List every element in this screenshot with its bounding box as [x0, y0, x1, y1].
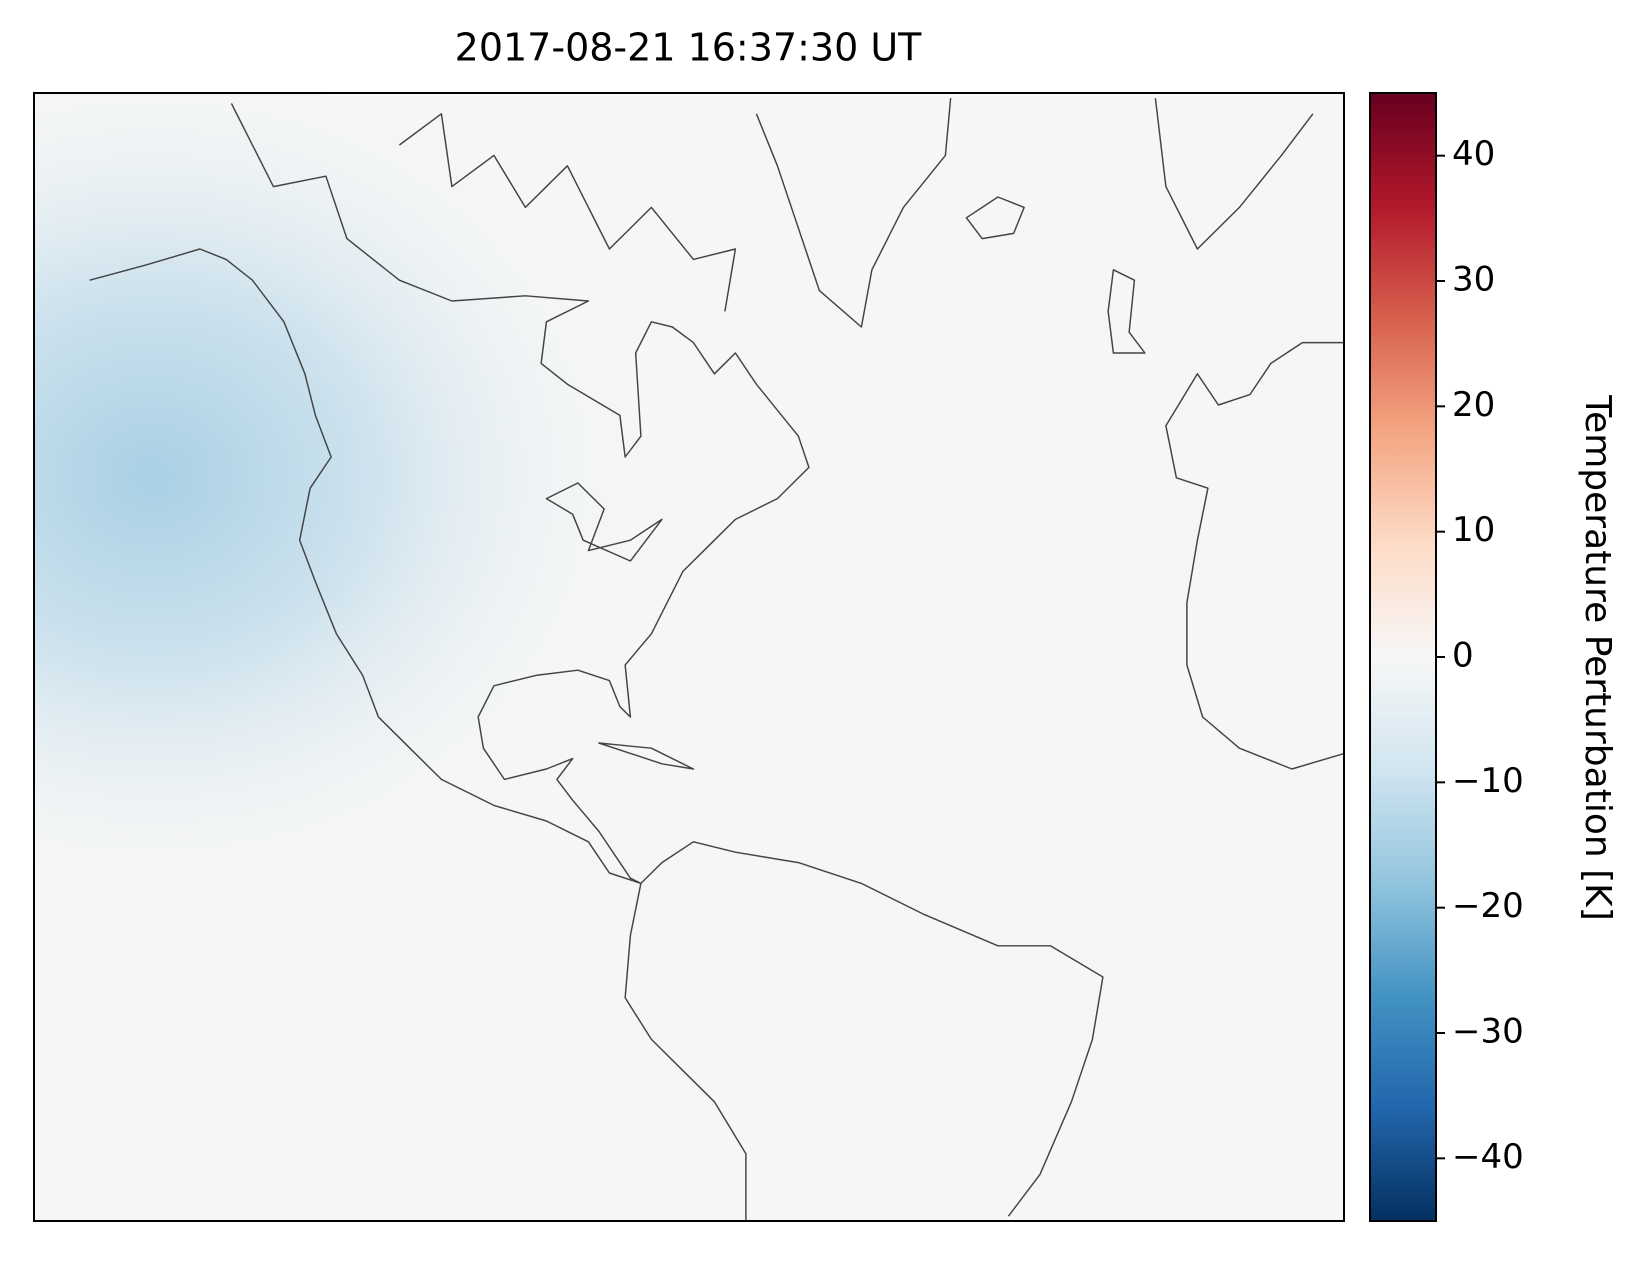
coastline	[1165, 341, 1345, 770]
coastline	[89, 103, 810, 885]
colorbar-tick-label: 20	[1452, 385, 1495, 425]
coastline	[624, 841, 1104, 1221]
colorbar-tick-label: 0	[1452, 636, 1474, 676]
coastlines	[89, 98, 1345, 1221]
colorbar: −40 −30 −20 −10 0 10 20 30 40	[1369, 92, 1524, 1222]
colorbar-label: Temperature Perturbation [K]	[1577, 394, 1618, 921]
colorbar-tick-label: 10	[1452, 510, 1495, 550]
coastline	[965, 196, 1025, 240]
coastline	[598, 742, 695, 770]
colorbar-tick-label: −10	[1452, 761, 1524, 801]
colorbar-tick-label: −40	[1452, 1137, 1524, 1177]
title: 2017-08-21 16:37:30 UT	[455, 26, 922, 70]
colorbar-tick-label: −20	[1452, 886, 1524, 926]
coastline	[398, 113, 737, 312]
colorbar-tick-label: 30	[1452, 260, 1495, 300]
coastline	[755, 98, 952, 328]
coastline	[1107, 269, 1146, 354]
map-frame	[33, 92, 1345, 1222]
colorbar-tick-label: 40	[1452, 134, 1495, 174]
coastline	[1154, 98, 1314, 250]
map-panel	[33, 92, 1345, 1222]
coastline	[545, 482, 663, 562]
colorbar-tick-label: −30	[1452, 1012, 1524, 1052]
colorbar-body	[1369, 92, 1437, 1222]
